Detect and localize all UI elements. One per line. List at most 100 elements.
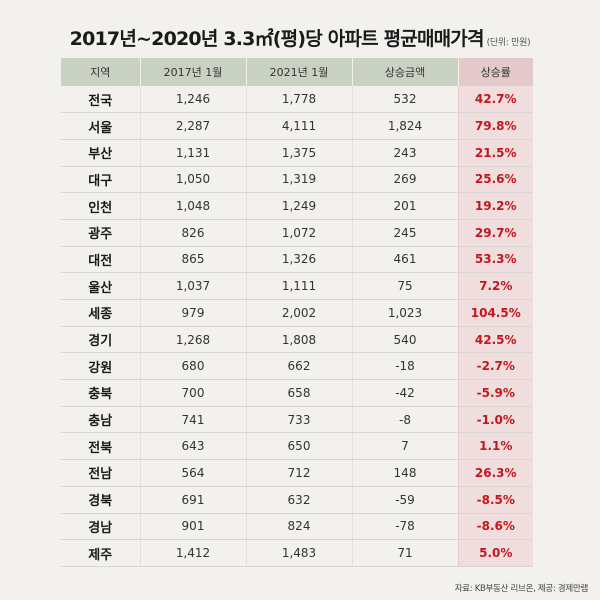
rate-cell: -8.6%	[457, 513, 533, 541]
column-header-increase: 상승금액	[351, 58, 458, 86]
region-cell: 대전	[61, 246, 140, 274]
rate-cell: -2.7%	[457, 352, 533, 381]
price-2017-cell: 1,268	[139, 326, 246, 354]
increase-cell: 461	[351, 246, 458, 274]
price-2017-cell: 643	[139, 432, 246, 461]
region-cell: 충남	[61, 406, 140, 434]
table-row: 대전 865 1,326 461 53.3%	[61, 246, 533, 274]
table-row: 대구 1,050 1,319 269 25.6%	[61, 166, 533, 194]
price-2021-cell: 1,808	[245, 326, 352, 354]
increase-cell: 75	[351, 272, 458, 300]
rate-cell: -8.5%	[457, 486, 533, 514]
region-cell: 울산	[61, 272, 140, 300]
rate-cell: 42.5%	[457, 326, 533, 354]
region-cell: 경북	[61, 486, 140, 514]
region-cell: 제주	[61, 539, 140, 567]
region-cell: 전북	[61, 432, 140, 461]
unit-note: (단위: 만원)	[486, 38, 531, 48]
table-row: 충북 700 658 -42 -5.9%	[61, 379, 533, 407]
price-2021-cell: 1,249	[245, 192, 352, 220]
table-row: 경남 901 824 -78 -8.6%	[61, 513, 533, 541]
price-2017-cell: 826	[139, 219, 246, 247]
increase-cell: 1,824	[351, 112, 458, 140]
rate-cell: 25.6%	[457, 166, 533, 194]
rate-cell: 1.1%	[457, 432, 533, 461]
table-body: 전국 1,246 1,778 532 42.7% 서울 2,287 4,111 1,824 79.…	[61, 86, 533, 567]
increase-cell: 243	[351, 139, 458, 167]
table-row: 경기 1,268 1,808 540 42.5%	[61, 326, 533, 354]
column-header-rate: 상승률	[457, 58, 533, 86]
price-2021-cell: 2,002	[245, 299, 352, 327]
increase-cell: 148	[351, 459, 458, 487]
rate-cell: 26.3%	[457, 459, 533, 487]
price-2021-cell: 658	[245, 379, 352, 407]
table-row: 인천 1,048 1,249 201 19.2%	[61, 192, 533, 220]
price-2021-cell: 824	[245, 513, 352, 541]
region-cell: 대구	[61, 166, 140, 194]
page-title: 2017년~2020년 3.3㎡(평)당 아파트 평균매매가격	[69, 28, 485, 50]
table-row: 제주 1,412 1,483 71 5.0%	[61, 539, 533, 567]
increase-cell: -42	[351, 379, 458, 407]
region-cell: 인천	[61, 192, 140, 220]
increase-cell: -78	[351, 513, 458, 541]
price-2017-cell: 901	[139, 513, 246, 541]
rate-cell: -5.9%	[457, 379, 533, 407]
region-cell: 부산	[61, 139, 140, 167]
rate-cell: 5.0%	[457, 539, 533, 567]
rate-cell: 29.7%	[457, 219, 533, 247]
increase-cell: 540	[351, 326, 458, 354]
increase-cell: 71	[351, 539, 458, 567]
price-2017-cell: 1,131	[139, 139, 246, 167]
price-2021-cell: 712	[245, 459, 352, 487]
price-table: 지역 2017년 1월 2021년 1월 상승금액 상승률 전국 1,246 1,7…	[61, 58, 533, 567]
column-header-region: 지역	[61, 58, 140, 86]
price-2017-cell: 1,037	[139, 272, 246, 300]
price-2021-cell: 1,483	[245, 539, 352, 567]
price-2017-cell: 700	[139, 379, 246, 407]
region-cell: 충북	[61, 379, 140, 407]
rate-cell: -1.0%	[457, 406, 533, 434]
region-cell: 세종	[61, 299, 140, 327]
price-2021-cell: 1,111	[245, 272, 352, 300]
price-2017-cell: 691	[139, 486, 246, 514]
region-cell: 서울	[61, 112, 140, 140]
price-2017-cell: 680	[139, 352, 246, 381]
table-row: 부산 1,131 1,375 243 21.5%	[61, 139, 533, 167]
column-header-2017: 2017년 1월	[139, 58, 246, 86]
increase-cell: 201	[351, 192, 458, 220]
region-cell: 강원	[61, 352, 140, 381]
region-cell: 경남	[61, 513, 140, 541]
table-row: 서울 2,287 4,111 1,824 79.8%	[61, 112, 533, 140]
table-row: 전국 1,246 1,778 532 42.7%	[61, 86, 533, 114]
price-2017-cell: 741	[139, 406, 246, 434]
header-row: 지역 2017년 1월 2021년 1월 상승금액 상승률	[61, 58, 533, 86]
column-header-2021: 2021년 1월	[245, 58, 352, 86]
region-cell: 전남	[61, 459, 140, 487]
price-2017-cell: 1,048	[139, 192, 246, 220]
price-2021-cell: 1,319	[245, 166, 352, 194]
source-note: 자료: KB부동산 리브온, 제공: 경제만랩	[454, 584, 589, 594]
price-2021-cell: 733	[245, 406, 352, 434]
price-2017-cell: 1,050	[139, 166, 246, 194]
price-2021-cell: 662	[245, 352, 352, 381]
table-row: 광주 826 1,072 245 29.7%	[61, 219, 533, 247]
region-cell: 전국	[61, 86, 140, 114]
increase-cell: -59	[351, 486, 458, 514]
price-2021-cell: 1,326	[245, 246, 352, 274]
price-2017-cell: 564	[139, 459, 246, 487]
increase-cell: -18	[351, 352, 458, 381]
table-row: 세종 979 2,002 1,023 104.5%	[61, 299, 533, 327]
increase-cell: -8	[351, 406, 458, 434]
rate-cell: 79.8%	[457, 112, 533, 140]
price-2017-cell: 865	[139, 246, 246, 274]
increase-cell: 245	[351, 219, 458, 247]
table-row: 전남 564 712 148 26.3%	[61, 459, 533, 487]
price-2021-cell: 1,375	[245, 139, 352, 167]
rate-cell: 21.5%	[457, 139, 533, 167]
price-2021-cell: 650	[245, 432, 352, 461]
region-cell: 경기	[61, 326, 140, 354]
increase-cell: 7	[351, 432, 458, 461]
price-2021-cell: 1,778	[245, 86, 352, 114]
rate-cell: 104.5%	[457, 299, 533, 327]
price-2017-cell: 979	[139, 299, 246, 327]
